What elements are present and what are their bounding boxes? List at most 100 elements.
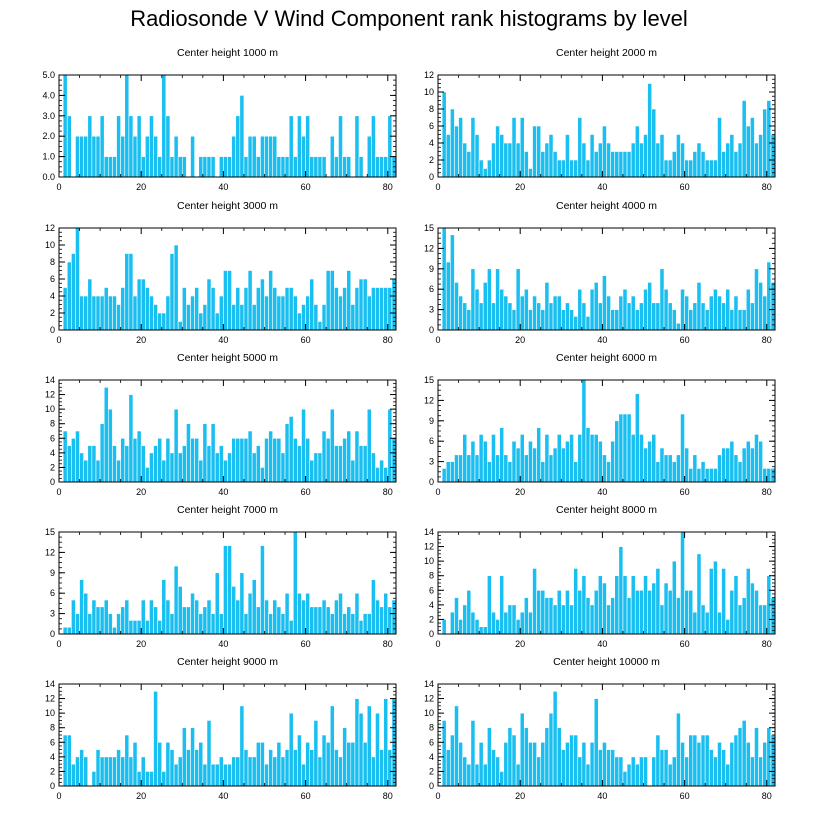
histogram-bar xyxy=(573,461,579,483)
histogram-bar xyxy=(569,309,574,331)
y-tick-label: 3 xyxy=(429,457,434,467)
y-tick-label: 5.0 xyxy=(42,70,55,80)
histogram-bar xyxy=(325,437,331,483)
histogram-bar xyxy=(766,261,772,331)
histogram-bar xyxy=(474,619,480,635)
histogram-bar xyxy=(630,434,636,483)
histogram-bar xyxy=(754,589,759,635)
histogram-bar xyxy=(371,452,376,483)
histogram-bar xyxy=(202,304,208,331)
histogram-bar xyxy=(536,589,542,635)
histogram-bar xyxy=(288,620,294,635)
y-tick-label: 3 xyxy=(50,609,55,619)
panel-title: Center height 6000 m xyxy=(556,352,657,364)
histogram-bar xyxy=(713,560,718,635)
histogram-bar xyxy=(297,445,302,483)
histogram-bar xyxy=(305,115,310,178)
histogram-bar xyxy=(741,447,747,483)
histogram-bar xyxy=(321,599,327,635)
histogram-bar xyxy=(507,604,513,635)
histogram-bar xyxy=(487,159,492,178)
histogram-bar xyxy=(358,445,364,483)
histogram-bar xyxy=(161,771,167,787)
x-tick-label: 20 xyxy=(515,182,525,192)
histogram-bar xyxy=(383,467,389,483)
histogram-bar xyxy=(317,452,323,483)
histogram-bar xyxy=(128,394,134,483)
histogram-bar xyxy=(556,295,562,331)
histogram-bar xyxy=(338,295,343,331)
histogram-bar xyxy=(136,620,142,635)
histogram-bar xyxy=(717,117,722,178)
histogram-bar xyxy=(511,440,517,483)
histogram-bar xyxy=(186,304,191,331)
histogram-bar xyxy=(342,437,347,483)
histogram-bar xyxy=(371,115,376,178)
histogram-bar xyxy=(83,756,89,787)
histogram-bar xyxy=(700,734,706,787)
histogram-bar xyxy=(499,771,505,787)
histogram-bar xyxy=(181,606,187,635)
histogram-bar xyxy=(519,611,525,635)
histogram-bar xyxy=(71,763,76,787)
histogram-bar xyxy=(560,309,566,331)
histogram-bar xyxy=(83,295,89,331)
histogram-bar xyxy=(688,468,694,483)
histogram-bar xyxy=(194,599,200,635)
histogram-bar xyxy=(441,91,447,178)
panel-3: Center height 3000 m 0 20 40 60 80 0 2 4 6 8 10 12 xyxy=(45,200,397,345)
histogram-bar xyxy=(634,589,640,635)
histogram-bar xyxy=(223,763,228,787)
y-tick-label: 12 xyxy=(45,223,55,233)
histogram-bar xyxy=(260,545,265,635)
histogram-bar xyxy=(532,125,537,178)
x-tick-label: 80 xyxy=(383,182,393,192)
histogram-bar xyxy=(565,134,570,178)
histogram-bar xyxy=(87,613,93,635)
histogram-bar xyxy=(647,282,653,331)
histogram-bar xyxy=(482,282,488,331)
y-tick-label: 10 xyxy=(424,87,434,97)
histogram-bar xyxy=(210,613,216,635)
histogram-bar xyxy=(762,604,768,635)
histogram-bar xyxy=(573,734,579,787)
histogram-bar xyxy=(157,741,163,787)
histogram-bar xyxy=(264,135,269,178)
histogram-bar xyxy=(116,613,121,635)
histogram-bar xyxy=(684,756,689,787)
y-tick-label: 2 xyxy=(50,462,55,472)
histogram-bar xyxy=(737,309,743,331)
histogram-bar xyxy=(548,134,554,178)
histogram-bar xyxy=(721,447,726,483)
histogram-bar xyxy=(243,287,249,331)
y-tick-label: 12 xyxy=(45,694,55,704)
histogram-bar xyxy=(313,606,319,635)
histogram-bar xyxy=(161,74,167,178)
y-tick-label: 12 xyxy=(424,243,434,253)
panel-title: Center height 10000 m xyxy=(553,656,660,668)
histogram-bar xyxy=(614,420,620,483)
histogram-bar xyxy=(565,440,570,483)
histogram-bar xyxy=(528,440,533,483)
histogram-bar xyxy=(173,565,179,635)
histogram-bar xyxy=(255,156,261,178)
histogram-bar xyxy=(128,115,134,178)
y-tick-label: 14 xyxy=(45,679,55,689)
histogram-bar xyxy=(235,115,241,178)
histogram-bar xyxy=(548,712,554,787)
histogram-bar xyxy=(667,454,673,483)
histogram-bar xyxy=(507,727,513,787)
histogram-bar xyxy=(239,95,245,178)
histogram-bar xyxy=(108,408,113,483)
histogram-bar xyxy=(247,592,253,635)
histogram-bar xyxy=(577,288,583,331)
histogram-bar xyxy=(470,611,476,635)
histogram-bar xyxy=(354,115,360,178)
histogram-bar xyxy=(276,741,282,787)
histogram-bar xyxy=(589,434,595,483)
histogram-bar xyxy=(491,434,496,483)
y-tick-label: 14 xyxy=(45,375,55,385)
histogram-bar xyxy=(684,447,689,483)
histogram-bar xyxy=(329,613,335,635)
histogram-bar xyxy=(362,445,368,483)
